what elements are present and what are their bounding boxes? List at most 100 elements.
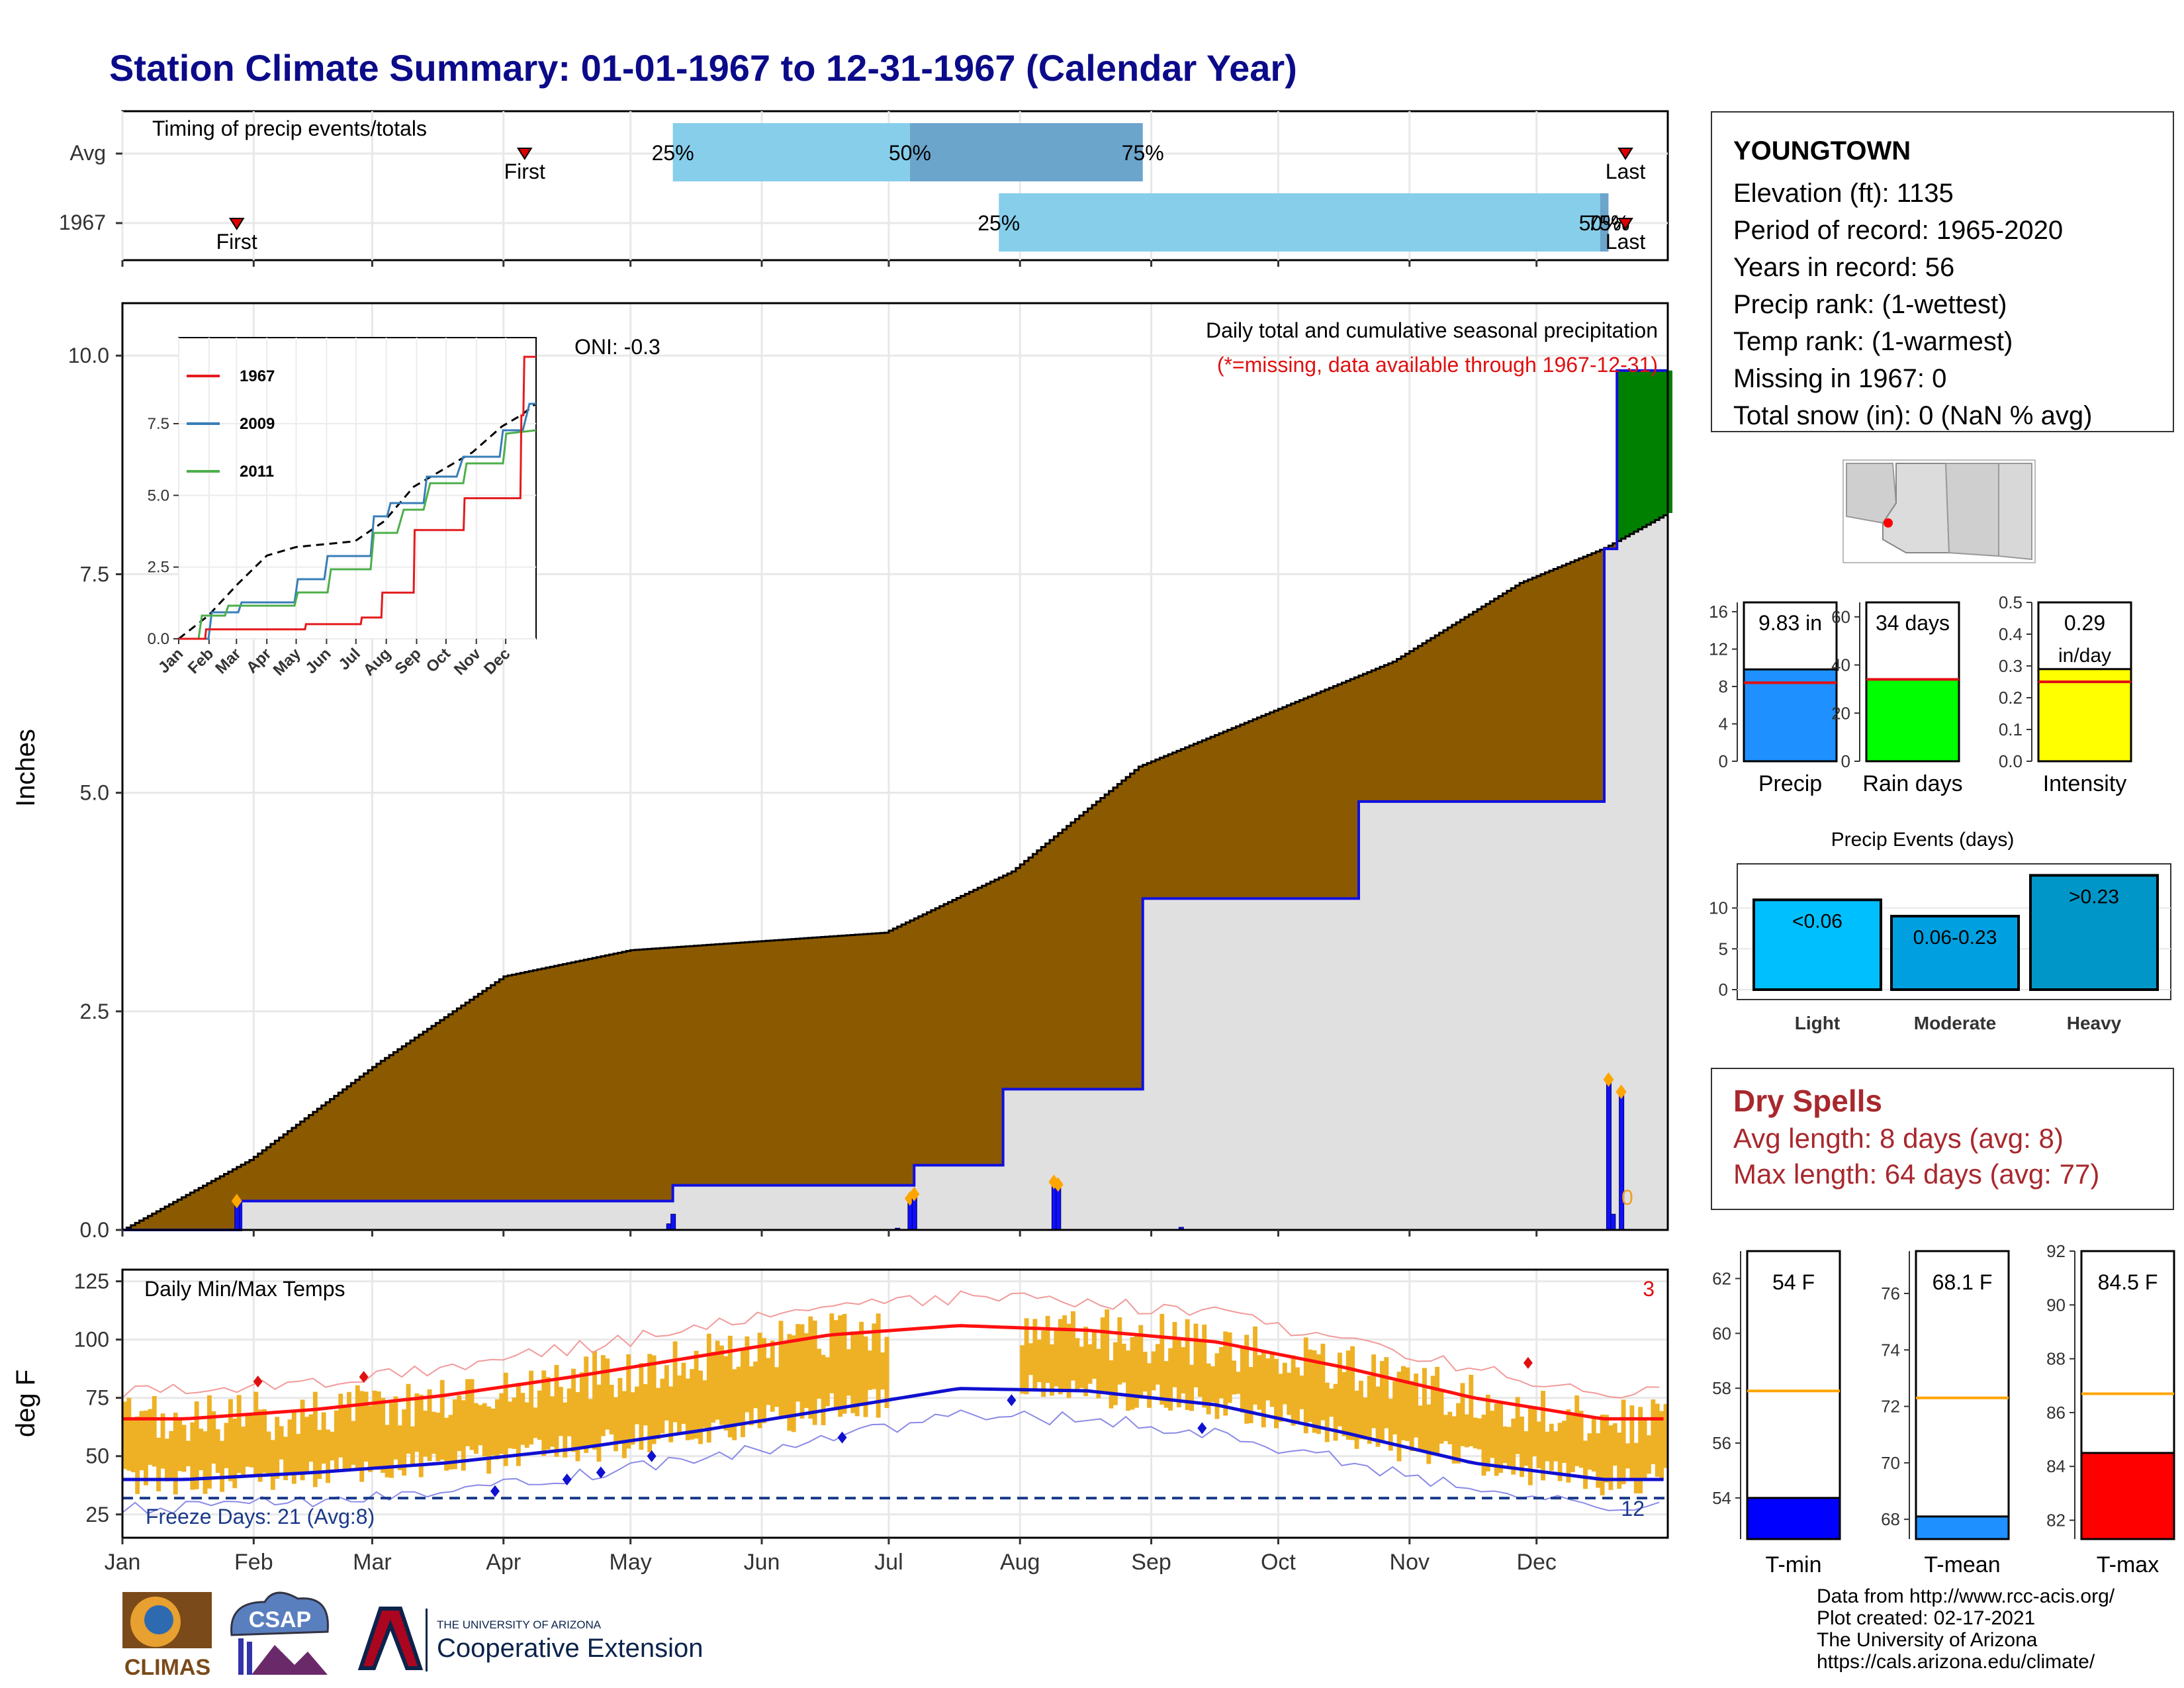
temp-daily-range-bar xyxy=(1036,1339,1042,1382)
temp-bar-ytick-label: 68 xyxy=(1881,1509,1900,1529)
precip-deficit-fill xyxy=(799,938,805,1186)
precip-deficit-fill xyxy=(931,910,936,1166)
precip-deficit-fill xyxy=(681,947,686,1186)
precip-deficit-fill xyxy=(1527,579,1533,802)
mini-bar-ytick-label: 40 xyxy=(1831,655,1850,675)
temp-daily-range-bar xyxy=(448,1415,453,1470)
temp-daily-range-bar xyxy=(1066,1323,1071,1398)
temp-bar-label: 84.5 F xyxy=(2098,1270,2158,1294)
precip-deficit-fill xyxy=(1520,583,1525,802)
precip-deficit-fill xyxy=(1117,784,1122,1090)
precip-deficit-fill xyxy=(1087,808,1093,1090)
temp-daily-range-bar xyxy=(1265,1358,1271,1401)
temp-daily-range-bar xyxy=(1070,1311,1075,1381)
precip-deficit-fill xyxy=(1240,724,1245,899)
temp-daily-range-bar xyxy=(1647,1435,1651,1474)
temp-daily-range-bar xyxy=(190,1422,195,1490)
temp-daily-range-bar xyxy=(757,1333,762,1429)
temp-daily-range-bar xyxy=(876,1313,881,1418)
temp-daily-range-bar xyxy=(253,1391,259,1477)
precip-deficit-fill xyxy=(825,937,830,1186)
temp-daily-range-bar xyxy=(1520,1417,1524,1477)
temp-daily-range-bar xyxy=(164,1438,169,1481)
temp-daily-range-bar xyxy=(571,1368,576,1452)
precip-deficit-fill xyxy=(872,933,877,1186)
temp-daily-range-bar xyxy=(503,1372,508,1466)
precip-deficit-fill xyxy=(1278,708,1283,899)
precip-deficit-fill xyxy=(211,1181,216,1230)
temp-record-high-marker xyxy=(1523,1356,1533,1369)
precip-deficit-fill xyxy=(1223,731,1228,899)
temp-record-count: 3 xyxy=(1643,1277,1655,1301)
precip-deficit-fill xyxy=(503,976,508,1201)
temp-daily-range-bar xyxy=(1642,1418,1647,1481)
temp-daily-range-bar xyxy=(1345,1350,1351,1440)
precip-deficit-fill xyxy=(952,900,957,1166)
station-temp-rank: Temp rank: (1-warmest) xyxy=(1733,327,2013,356)
precip-deficit-fill xyxy=(1333,686,1338,899)
temp-daily-range-bar xyxy=(1236,1372,1241,1394)
precip-deficit-fill xyxy=(452,1011,457,1201)
temp-daily-range-bar xyxy=(1058,1319,1063,1395)
temp-daily-range-bar xyxy=(410,1426,415,1467)
temp-daily-range-bar xyxy=(1532,1407,1537,1456)
precip-deficit-fill xyxy=(1070,822,1075,1090)
precip-deficit-fill xyxy=(702,945,707,1186)
precip-deficit-fill xyxy=(330,1099,335,1201)
precip-deficit-fill xyxy=(1050,839,1054,1090)
temp-daily-range-bar xyxy=(859,1321,864,1403)
precip-deficit-fill xyxy=(347,1086,352,1201)
temp-xtick-label: Feb xyxy=(234,1550,273,1575)
temp-daily-range-bar xyxy=(1633,1442,1639,1493)
temp-daily-range-bar xyxy=(376,1391,381,1470)
temp-ytick-label: 100 xyxy=(74,1328,109,1352)
precip-deficit-fill xyxy=(1515,585,1520,802)
temp-daily-range-bar xyxy=(1498,1400,1504,1473)
precip-deficit-fill xyxy=(1591,553,1596,802)
temp-daily-range-bar xyxy=(872,1323,877,1389)
csap-logo: CSAP xyxy=(230,1591,329,1675)
timing-panel: Timing of precip events/totals 25% 50% 75%… xyxy=(59,110,1669,267)
station-missing: Missing in 1967: 0 xyxy=(1733,364,1947,393)
timing-bar-25-50 xyxy=(999,193,1600,252)
precip-deficit-fill xyxy=(1113,787,1118,1090)
temp-record-low-marker xyxy=(1007,1394,1017,1407)
temp-daily-range-bar xyxy=(220,1440,225,1492)
temp-daily-range-bar xyxy=(232,1419,238,1489)
timing-row-avg-label: Avg xyxy=(69,141,106,165)
temp-xtick-label: Sep xyxy=(1131,1550,1171,1575)
precip-deficit-fill xyxy=(854,935,860,1186)
precip-deficit-fill xyxy=(749,942,754,1186)
temp-daily-range-bar xyxy=(148,1409,153,1465)
temp-daily-range-bar xyxy=(1405,1367,1410,1441)
precip-deficit-fill xyxy=(1359,675,1363,802)
temp-daily-range-bar xyxy=(270,1440,275,1490)
precip-surplus-fill xyxy=(1633,370,1639,532)
precip-deficit-fill xyxy=(1494,598,1499,802)
precip-deficit-fill xyxy=(803,938,809,1186)
precip-deficit-fill xyxy=(575,961,580,1201)
precip-deficit-fill xyxy=(668,947,674,1201)
temp-daily-range-bar xyxy=(1024,1318,1029,1395)
temp-daily-range-bar xyxy=(575,1391,580,1462)
precip-deficit-fill xyxy=(1545,572,1550,802)
temp-daily-range-bar xyxy=(715,1340,720,1420)
precip-deficit-fill xyxy=(782,939,788,1186)
precip-deficit-fill xyxy=(1058,833,1063,1090)
precip-deficit-fill xyxy=(880,933,886,1186)
precip-deficit-fill xyxy=(1345,680,1351,899)
precip-deficit-fill xyxy=(660,948,665,1201)
temp-bar-frame xyxy=(1915,1250,2010,1540)
temp-daily-range-bar xyxy=(1303,1337,1308,1434)
temp-daily-range-bar xyxy=(1269,1352,1275,1407)
temp-bar-ytick-label: 84 xyxy=(2046,1456,2066,1476)
temp-daily-range-bar xyxy=(1418,1405,1423,1452)
precip-deficit-fill xyxy=(406,1043,411,1201)
precip-deficit-fill xyxy=(1430,637,1435,802)
precip-deficit-fill xyxy=(833,936,839,1186)
temp-daily-range-bar xyxy=(1541,1391,1545,1481)
precip-deficit-fill xyxy=(1214,735,1220,899)
timing-bar-50-75 xyxy=(909,123,1143,181)
precip-deficit-fill xyxy=(1232,727,1237,899)
mini-bar-label: 9.83 in xyxy=(1758,611,1822,635)
